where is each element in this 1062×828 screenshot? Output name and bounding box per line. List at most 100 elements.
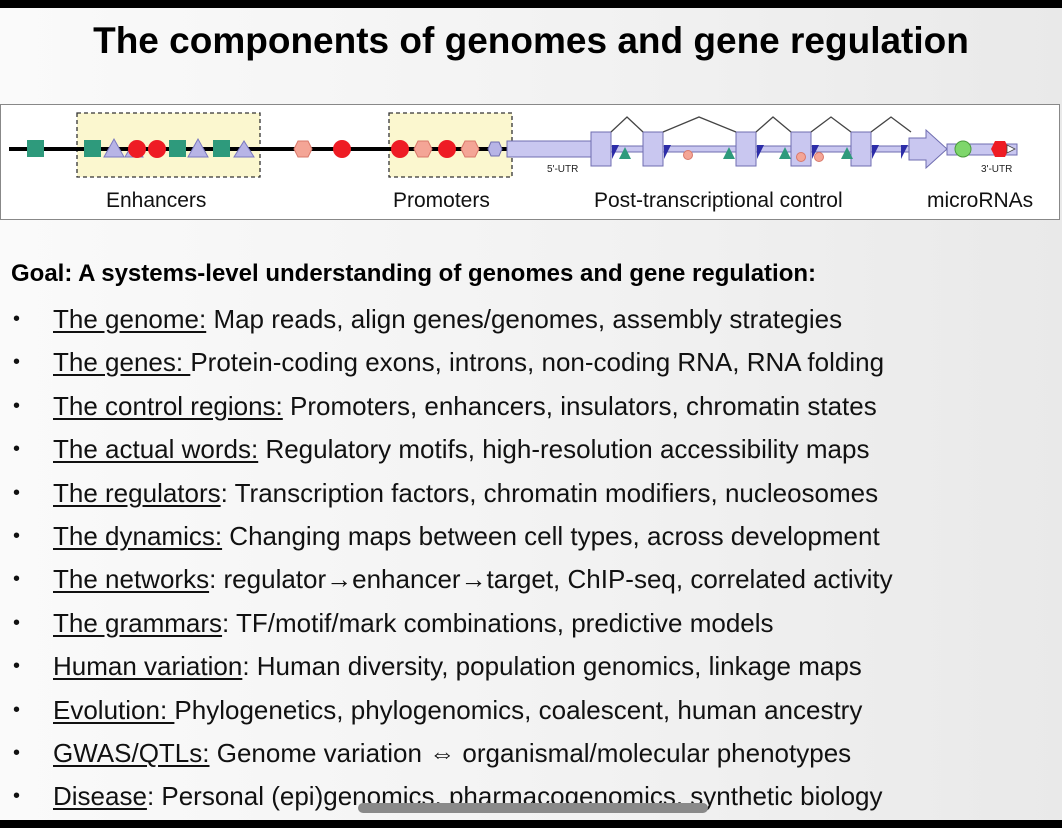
bullet: • [13, 351, 21, 374]
splice-arc [662, 116, 737, 133]
gene-regulation-diagram: 5'-UTR 3'-UTR Enhancers Promoters Post-t… [0, 104, 1060, 220]
item-key: The actual words: [53, 434, 259, 465]
bullet: • [13, 394, 21, 417]
horizontal-scrollbar[interactable] [358, 803, 708, 813]
transcript-3utr [946, 143, 1018, 156]
bullet: • [13, 698, 21, 721]
utr3-label: 3'-UTR [981, 164, 1012, 175]
list-item: • The networks: regulator→enhancer→target… [0, 562, 1062, 605]
list-item: • The genes: Protein-coding exons, intron… [0, 345, 1062, 388]
red-circle [148, 140, 166, 158]
splice-arc [870, 116, 912, 133]
goal-heading: Goal: A systems-level understanding of g… [11, 260, 817, 287]
green-square [169, 140, 186, 157]
green-splice-mark [619, 147, 631, 159]
exon [735, 131, 757, 167]
green-splice-mark [841, 147, 853, 159]
item-key: The genome: [53, 304, 207, 334]
list-item: • The grammars: TF/motif/mark combination… [0, 606, 1062, 649]
bullet: • [13, 655, 21, 678]
blue-splice-mark [612, 145, 619, 159]
item-desc: : Transcription factors, chromatin modif… [220, 477, 879, 508]
item-desc: Promoters, enhancers, insulators, chroma… [282, 390, 877, 421]
green-square [213, 140, 230, 157]
green-splice-mark [779, 147, 791, 159]
page-title: The components of genomes and gene regul… [93, 20, 969, 61]
splice-arc [755, 116, 792, 133]
micrornas-label: microRNAs [927, 189, 1034, 212]
bullet: • [13, 611, 21, 634]
bullet: • [13, 308, 21, 330]
blue-splice-mark [901, 145, 908, 159]
blue-splice-mark [664, 145, 671, 159]
blue-splice-mark [872, 145, 879, 159]
list-item: • The genome: Map reads, align genes/geno… [0, 302, 1062, 345]
green-circle [954, 140, 972, 158]
purple-hexagon [487, 141, 503, 157]
list-item: • The control regions: Promoters, enhance… [0, 389, 1062, 432]
final-exon-arrow [908, 128, 948, 170]
item-key: Disease [53, 781, 147, 812]
enhancers-label: Enhancers [106, 189, 207, 212]
list-item: • Disease: Personal (epi)genomics, pharma… [0, 779, 1062, 820]
list-item: • The actual words: Regulatory motifs, hi… [0, 432, 1062, 475]
red-circle [128, 140, 146, 158]
item-key: The grammars [53, 607, 223, 638]
slide: The components of genomes and gene regul… [0, 8, 1062, 820]
green-splice-mark [723, 147, 735, 159]
purple-triangle [233, 140, 255, 158]
list-item: • The regulators: Transcription factors, … [0, 476, 1062, 519]
item-desc: Map reads, align genes/genomes, assembly… [206, 304, 843, 334]
item-desc: : regulator→enhancer→target, ChIP-seq, c… [209, 564, 893, 595]
enhancer-region-box [76, 112, 261, 178]
list-item: • Evolution: Phylogenetics, phylogenomics… [0, 693, 1062, 736]
purple-triangle [187, 137, 209, 158]
item-key: GWAS/QTLs: [53, 737, 210, 768]
purple-triangle [103, 137, 125, 158]
exon [642, 131, 664, 167]
salmon-hexagon [413, 140, 433, 158]
exon [790, 131, 812, 167]
polya-mark [1006, 144, 1016, 154]
item-desc: : TF/motif/mark combinations, predictive… [222, 607, 774, 638]
bullet: • [13, 438, 21, 461]
blue-splice-mark [812, 145, 819, 159]
item-key: The regulators [53, 477, 221, 508]
green-square [27, 140, 44, 157]
item-key: Evolution: [53, 694, 175, 725]
red-circle [333, 140, 351, 158]
item-desc: Protein-coding exons, introns, non-codin… [190, 347, 885, 378]
exon [850, 131, 872, 167]
bullet: • [13, 741, 21, 764]
item-desc: : Human diversity, population genomics, … [242, 651, 862, 682]
salmon-dot [796, 152, 806, 162]
item-desc: Changing maps between cell types, across… [222, 520, 880, 551]
item-key: The control regions: [53, 390, 283, 421]
bullet: • [13, 568, 21, 591]
salmon-dot [683, 150, 693, 160]
red-hexagon [991, 141, 1009, 157]
item-key: The dynamics: [53, 520, 223, 551]
item-desc: Regulatory motifs, high-resolution acces… [258, 434, 870, 465]
transcript-5utr [506, 140, 592, 158]
genome-schematic: 5'-UTR 3'-UTR [9, 112, 1018, 178]
red-circle [391, 140, 409, 158]
bullet: • [13, 785, 21, 808]
list-item: • The dynamics: Changing maps between cel… [0, 519, 1062, 562]
bullet: • [13, 481, 21, 504]
item-key: The genes: [53, 347, 191, 378]
blue-splice-mark [757, 145, 764, 159]
post-transcriptional-label: Post-transcriptional control [594, 189, 843, 212]
red-circle [438, 140, 456, 158]
promoters-label: Promoters [393, 189, 490, 212]
item-desc: Genome variation ⇔ organismal/molecular … [209, 737, 852, 768]
salmon-dot [814, 152, 824, 162]
item-key: The networks [53, 564, 210, 595]
list-item: • GWAS/QTLs: Genome variation ⇔ organisma… [0, 736, 1062, 779]
exon [590, 131, 612, 167]
green-square [84, 140, 101, 157]
topic-list: • The genome: Map reads, align genes/geno… [0, 302, 1062, 820]
splice-arc [610, 116, 644, 133]
item-desc: Phylogenetics, phylogenomics, coalescent… [174, 694, 863, 725]
splice-arc [810, 116, 852, 133]
